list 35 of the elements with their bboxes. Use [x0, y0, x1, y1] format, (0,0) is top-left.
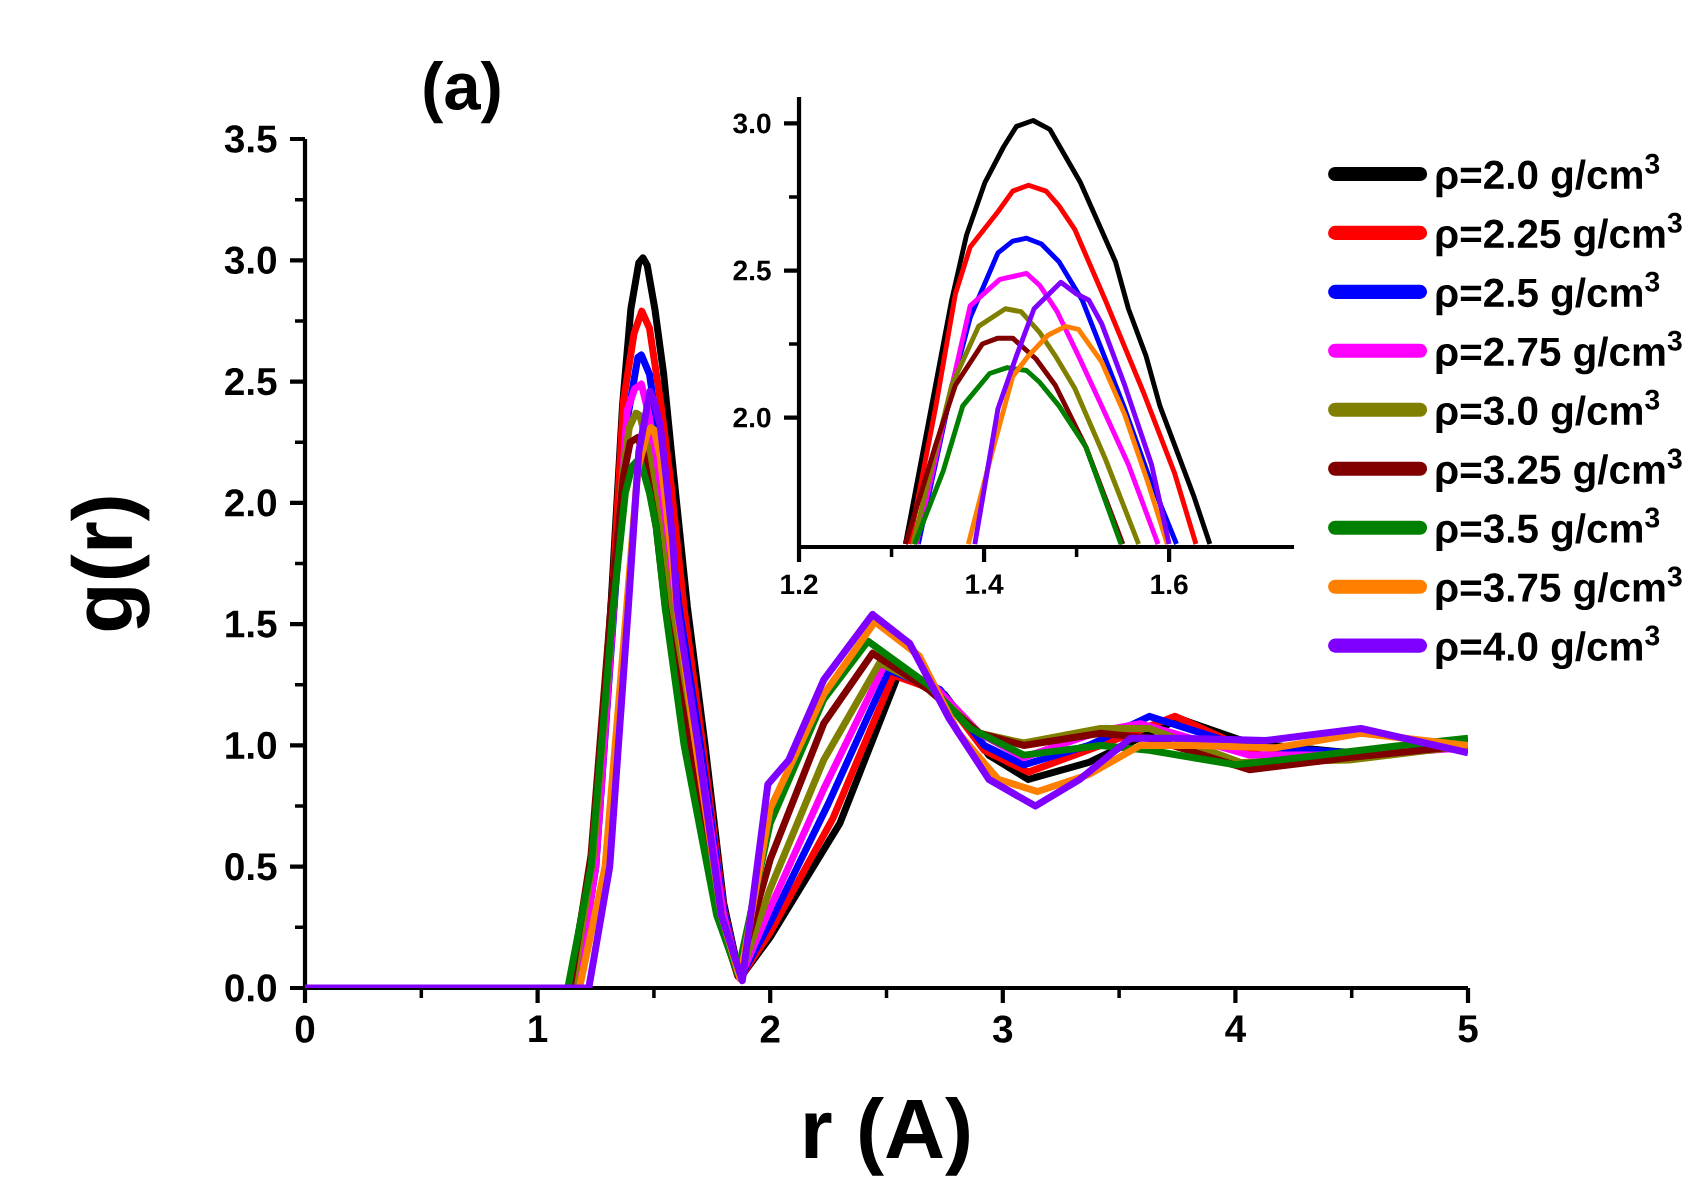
x-axis-title: r (A): [805, 1096, 969, 1176]
legend-label: ρ=3.25 g/cm$^{3}$: [1436, 448, 1682, 493]
x-tick-label: 1: [529, 1015, 548, 1043]
chart-title: (a): [424, 61, 500, 124]
x-tick-label: 1.2: [781, 574, 818, 595]
x-tick-label: 2: [760, 1015, 780, 1043]
y-tick-label: 0.5: [225, 853, 277, 881]
legend-label: ρ=2.75 g/cm$^{3}$: [1436, 330, 1682, 375]
x-tick-label: 5: [1458, 1015, 1478, 1043]
y-tick-label: 0.0: [225, 974, 276, 1002]
y-tick-label: 2.0: [733, 407, 771, 428]
x-tick-label: 4: [1225, 1015, 1246, 1043]
y-tick-label: 3.0: [224, 246, 276, 275]
y-axis-title: g(r): [70, 497, 150, 631]
x-tick-label: 0: [295, 1015, 315, 1043]
x-tick-label: 1.4: [966, 574, 1004, 594]
line-series: [912, 365, 1124, 547]
legend-label: ρ=2.0 g/cm$^{3}$: [1436, 153, 1660, 198]
legend-label: ρ=3.0 g/cm$^{3}$: [1436, 389, 1660, 434]
y-tick-label: 1.5: [226, 610, 277, 638]
y-tick-label: 1.0: [226, 731, 276, 760]
legend-label: ρ=3.5 g/cm$^{3}$: [1436, 507, 1660, 552]
legend-label: ρ=2.5 g/cm$^{3}$: [1436, 271, 1660, 316]
x-tick-label: 3: [992, 1015, 1013, 1043]
legend-label: ρ=4.0 g/cm$^{3}$: [1436, 625, 1660, 670]
legend-label: ρ=2.25 g/cm$^{3}$: [1436, 212, 1682, 257]
y-tick-label: 2.5: [225, 367, 277, 396]
x-tick-label: 1.6: [1151, 574, 1188, 595]
legend-label: ρ=3.75 g/cm$^{3}$: [1436, 566, 1682, 611]
y-tick-label: 2.5: [733, 260, 771, 281]
line-series: [906, 182, 1199, 547]
line-series: [972, 279, 1172, 547]
y-tick-label: 3.0: [733, 113, 771, 134]
y-tick-label: 3.5: [224, 125, 277, 153]
y-tick-label: 2.0: [225, 489, 276, 517]
